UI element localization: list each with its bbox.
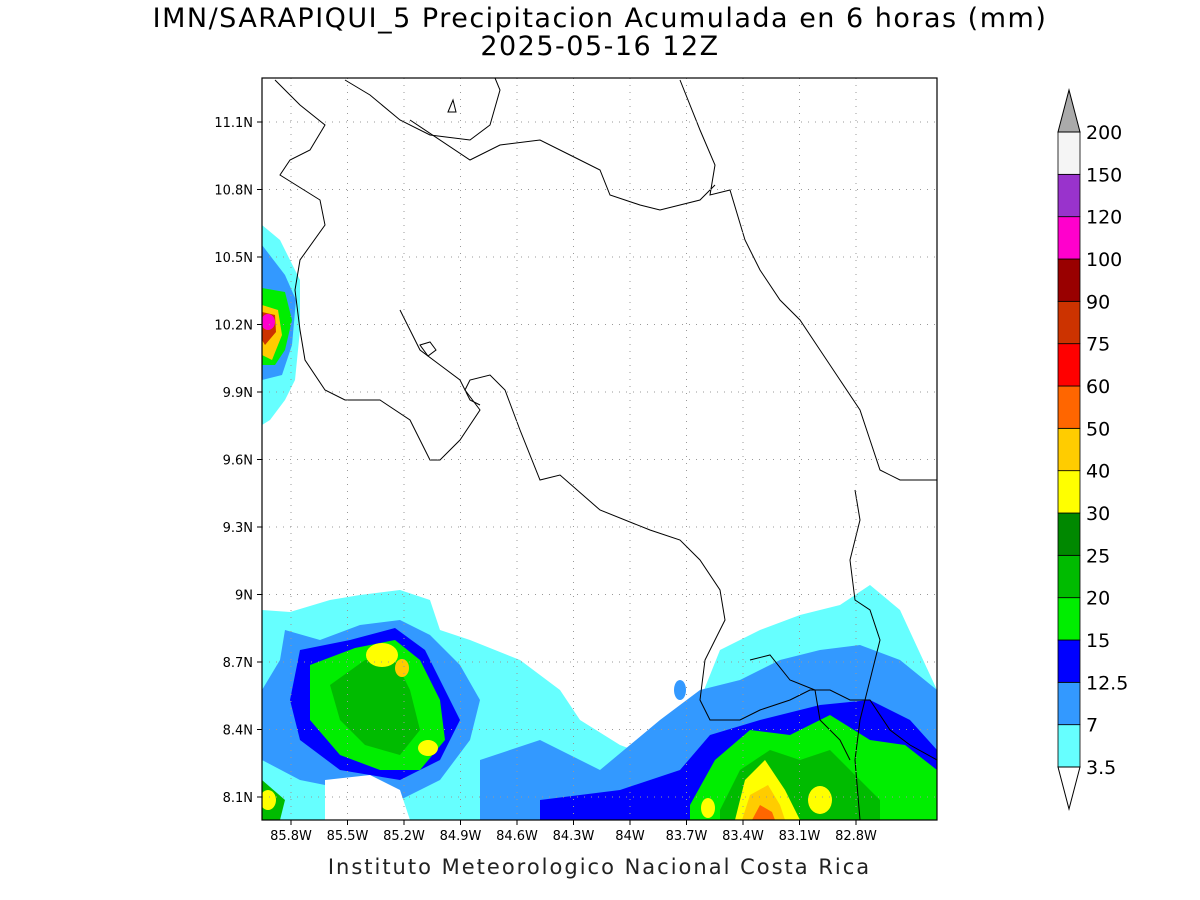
precip-area-40mm-southeast — [742, 785, 785, 820]
lat-tick-label: 9.9N — [223, 386, 253, 401]
colorbar-swatch — [1057, 639, 1081, 683]
map-title: IMN/SARAPIQUI_5 Precipitacion Acumulada … — [152, 3, 1048, 34]
colorbar-level-label: 150 — [1086, 164, 1122, 186]
colorbar-swatch — [1057, 300, 1081, 345]
colorbar-level-label: 40 — [1086, 461, 1110, 483]
colorbar-level-label: 15 — [1086, 630, 1110, 652]
lon-tick-label: 83.7W — [666, 829, 708, 844]
colorbar-high-arrow — [1057, 88, 1081, 133]
precip-area-20mm-southwest — [330, 660, 420, 755]
colorbar-level-label: 25 — [1086, 545, 1110, 567]
colorbar-level-label: 3.5 — [1086, 757, 1116, 779]
lon-tick-label: 85.5W — [327, 829, 369, 844]
precip-core-30mm-se2 — [808, 786, 832, 814]
lon-tick-label: 84W — [615, 829, 645, 844]
panama-border-line — [849, 489, 881, 820]
lon-tick-label: 83.4W — [722, 829, 764, 844]
lat-tick-label: 8.1N — [223, 791, 253, 806]
colorbar-swatch — [1057, 343, 1081, 387]
colorbar-level-label: 90 — [1086, 291, 1110, 313]
colorbar-level-label: 120 — [1086, 207, 1122, 229]
lake-nicaragua-shore — [344, 78, 501, 141]
precip-core-30mm-se3 — [701, 798, 715, 818]
northern-border-line — [409, 119, 716, 211]
colorbar-swatch — [1057, 724, 1081, 768]
lat-tick-label: 8.7N — [223, 656, 253, 671]
map-frame — [261, 77, 938, 821]
precip-core-7mm-mid — [674, 680, 686, 700]
precip-core-30mm-sw2 — [395, 659, 409, 677]
colorbar-level-label: 200 — [1086, 122, 1122, 144]
precip-core-30mm-corner — [262, 790, 276, 810]
lon-tick-label: 85.8W — [270, 829, 312, 844]
colorbar-level-label: 75 — [1086, 334, 1110, 356]
colorbar-swatch — [1057, 131, 1081, 175]
lat-tick-label: 9N — [235, 589, 253, 604]
lat-tick-label: 10.5N — [214, 251, 253, 266]
lon-tick-label: 84.6W — [496, 829, 538, 844]
colorbar-swatch — [1057, 258, 1081, 302]
nicoya-peninsula-line — [399, 309, 481, 406]
colorbar-level-label: 7 — [1086, 715, 1098, 737]
lon-tick-label: 83.1W — [779, 829, 821, 844]
lon-tick-label: 85.2W — [383, 829, 425, 844]
colorbar-swatch — [1057, 512, 1081, 556]
map-datetime: 2025-05-16 12Z — [480, 31, 720, 62]
longitude-axis: 85.8W 85.5W 85.2W 84.9W 84.6W 84.3W 84W 83.7W 83… — [270, 820, 877, 844]
colorbar: 3.5 7 12.5 15 20 25 30 40 50 60 75 90 100 120 150 200 — [1057, 88, 1128, 811]
precip-core-120mm-north — [262, 314, 275, 330]
nicaragua-border-line — [274, 79, 937, 761]
precip-area-50mm-southeast — [752, 805, 775, 820]
colorbar-level-label: 20 — [1086, 588, 1110, 610]
footer-credit: Instituto Meteorologico Nacional Costa R… — [327, 855, 872, 879]
lat-tick-label: 9.6N — [223, 454, 253, 469]
colorbar-swatch — [1057, 597, 1081, 641]
precip-core-30mm-sw3 — [418, 740, 438, 756]
osa-peninsula-line — [749, 654, 851, 761]
colorbar-level-label: 100 — [1086, 249, 1122, 271]
colorbar-level-label: 12.5 — [1086, 672, 1128, 694]
colorbar-swatch — [1057, 427, 1081, 472]
colorbar-swatch — [1057, 681, 1081, 726]
colorbar-swatch — [1057, 216, 1081, 260]
coastlines — [274, 78, 937, 820]
colorbar-swatch — [1057, 173, 1081, 218]
precipitation-field — [262, 225, 937, 820]
colorbar-low-arrow — [1057, 766, 1081, 811]
gridlines — [262, 78, 937, 820]
lat-tick-label: 8.4N — [223, 724, 253, 739]
lat-tick-label: 10.2N — [214, 319, 253, 334]
lat-tick-label: 9.3N — [223, 521, 253, 536]
lat-tick-label: 11.1N — [214, 116, 253, 131]
colorbar-swatch — [1057, 470, 1081, 514]
colorbar-level-label: 50 — [1086, 418, 1110, 440]
caribbean-coast-line — [679, 79, 937, 481]
lon-tick-label: 84.9W — [440, 829, 482, 844]
latitude-axis: 8.1N 8.4N 8.7N 9N 9.3N 9.6N 9.9N 10.2N 10.5N 10.8… — [214, 116, 262, 806]
colorbar-level-label: 60 — [1086, 376, 1110, 398]
colorbar-swatch — [1057, 554, 1081, 599]
colorbar-swatch — [1057, 385, 1081, 429]
colorbar-level-label: 30 — [1086, 503, 1110, 525]
lake-outline — [419, 341, 437, 357]
lat-tick-label: 10.8N — [214, 184, 253, 199]
precip-core-30mm-sw1 — [366, 643, 398, 667]
lon-tick-label: 84.3W — [553, 829, 595, 844]
island-outline — [447, 98, 457, 113]
lon-tick-label: 82.8W — [835, 829, 877, 844]
